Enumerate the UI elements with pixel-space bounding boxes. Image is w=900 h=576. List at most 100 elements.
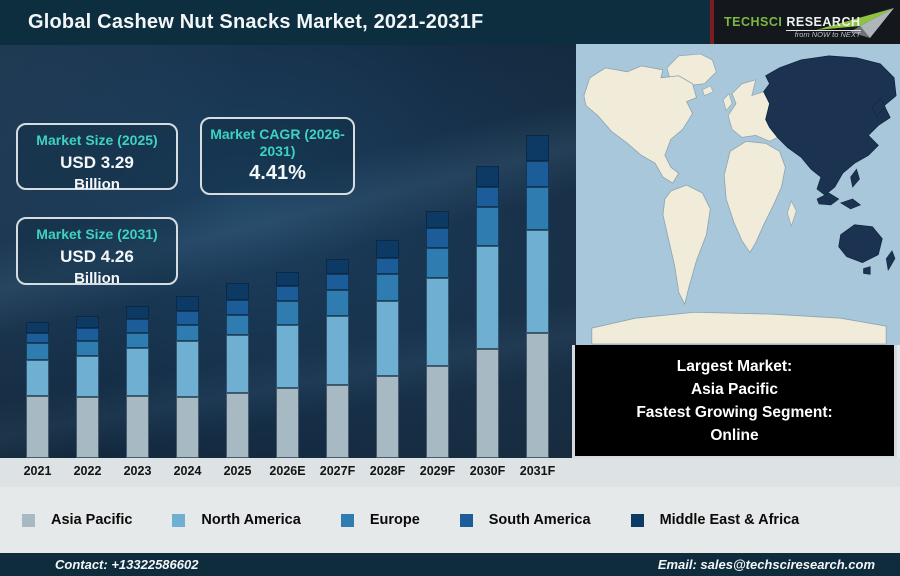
bar-segment-europe — [326, 290, 349, 316]
market-size-2025-box: Market Size (2025) USD 3.29 Billion — [16, 123, 178, 193]
bar-segment-middle-east-africa — [476, 166, 499, 187]
map-region-south-america — [662, 184, 711, 306]
map-region-north-america — [583, 65, 697, 184]
footer-email: Email: sales@techsciresearch.com — [657, 557, 875, 572]
logo-tagline: from NOW to NEXT — [794, 29, 861, 39]
bar-segment-europe — [426, 248, 449, 278]
bar-segment-asia-pacific — [26, 396, 49, 458]
x-axis-label-2024: 2024 — [173, 464, 202, 478]
bar-segment-north-america — [476, 246, 499, 349]
bar-segment-europe — [376, 274, 399, 301]
largest-market-callout: Largest Market: Asia Pacific Fastest Gro… — [572, 345, 897, 458]
legend-label-north-america: North America — [201, 512, 301, 528]
bar-segment-asia-pacific — [326, 385, 349, 458]
map-region-madagascar — [787, 200, 797, 227]
bar-segment-north-america — [76, 356, 99, 397]
map-region-australia-highlight — [838, 224, 883, 263]
bar-segment-south-america — [126, 319, 149, 333]
world-map-svg — [576, 44, 900, 345]
legend-label-europe: Europe — [369, 512, 420, 528]
map-region-tasmania-highlight — [863, 266, 871, 275]
callout-line: Online — [710, 426, 759, 444]
market-size-2025-label: Market Size (2025) — [36, 132, 158, 148]
bar-segment-europe — [526, 187, 549, 230]
map-region-asia-highlight — [763, 55, 897, 196]
bar-segment-south-america — [326, 274, 349, 290]
bar-segment-south-america — [226, 300, 249, 315]
bar-segment-middle-east-africa — [376, 240, 399, 258]
market-size-2025-value: USD 3.29 — [60, 153, 134, 172]
legend-item-north-america: North America — [172, 512, 301, 528]
techsci-logo: TechSci Research from NOW to NEXT — [710, 0, 900, 44]
x-axis-label-2027f: 2027F — [319, 464, 356, 478]
logo-arrow-icon — [816, 8, 894, 38]
chart-background: Market Size (2025) USD 3.29 Billion Mark… — [0, 45, 578, 458]
bar-2029f — [426, 211, 449, 458]
market-cagr-value: 4.41% — [249, 162, 306, 184]
bar-segment-north-america — [376, 301, 399, 376]
callout-line: Fastest Growing Segment: — [636, 403, 833, 421]
bar-segment-europe — [226, 315, 249, 335]
map-region-indonesia-highlight — [816, 192, 840, 206]
bar-2031f — [526, 135, 549, 458]
bar-segment-middle-east-africa — [276, 272, 299, 286]
legend-swatch-middle-east-africa — [630, 513, 644, 527]
x-axis-label-2023: 2023 — [123, 464, 152, 478]
bar-segment-europe — [176, 325, 199, 341]
bar-segment-south-america — [376, 258, 399, 274]
map-region-iceland — [702, 85, 714, 97]
bar-segment-asia-pacific — [526, 333, 549, 458]
legend-swatch-europe — [340, 513, 354, 527]
legend-swatch-asia-pacific — [22, 513, 35, 527]
legend-item-asia-pacific: Asia Pacific — [22, 512, 132, 528]
map-region-antarctica — [591, 311, 887, 345]
bar-segment-asia-pacific — [76, 397, 99, 458]
map-region-uk — [722, 93, 733, 112]
bar-segment-middle-east-africa — [226, 283, 249, 300]
bar-segment-europe — [476, 207, 499, 246]
bar-segment-north-america — [326, 316, 349, 385]
legend-label-middle-east-africa: Middle East & Africa — [659, 512, 800, 528]
bar-segment-north-america — [526, 230, 549, 333]
page-title: Global Cashew Nut Snacks Market, 2021-20… — [28, 11, 484, 33]
bar-segment-asia-pacific — [426, 366, 449, 458]
logo-brand-secondary: Research — [786, 15, 861, 31]
bar-segment-north-america — [426, 278, 449, 366]
map-region-philippines-highlight — [850, 168, 860, 188]
bar-2023 — [126, 306, 149, 458]
bar-segment-north-america — [276, 325, 299, 388]
chart-legend: Asia Pacific North America Europe South Ame… — [0, 487, 900, 553]
bar-segment-south-america — [276, 286, 299, 301]
bar-segment-middle-east-africa — [176, 296, 199, 311]
legend-label-south-america: South America — [488, 512, 591, 528]
bar-2026e — [276, 272, 299, 458]
legend-item-europe: Europe — [340, 512, 420, 528]
bar-segment-south-america — [176, 311, 199, 325]
callout-line: Largest Market: — [676, 357, 793, 375]
bar-segment-europe — [76, 341, 99, 356]
bar-segment-europe — [26, 343, 49, 360]
market-size-2025-unit: Billion — [74, 176, 120, 193]
bar-segment-europe — [126, 333, 149, 348]
bar-2027f — [326, 259, 349, 458]
bar-segment-north-america — [226, 335, 249, 393]
bar-segment-north-america — [176, 341, 199, 397]
market-size-2031-value: USD 4.26 — [60, 247, 134, 266]
legend-swatch-north-america — [172, 513, 186, 527]
x-axis-label-2025: 2025 — [223, 464, 252, 478]
x-axis-label-2028f: 2028F — [369, 464, 406, 478]
bar-2028f — [376, 240, 399, 458]
bar-2024 — [176, 296, 199, 458]
market-cagr-label: Market CAGR (2026-2031) — [210, 126, 345, 159]
bar-segment-asia-pacific — [276, 388, 299, 458]
legend-item-south-america: South America — [459, 512, 591, 528]
x-axis-label-2021: 2021 — [23, 464, 52, 478]
bar-segment-asia-pacific — [476, 349, 499, 458]
bar-segment-south-america — [426, 228, 449, 248]
x-axis-label-2029f: 2029F — [419, 464, 456, 478]
bar-segment-north-america — [26, 360, 49, 396]
bar-2030f — [476, 166, 499, 458]
x-axis-label-2026e: 2026E — [269, 464, 306, 478]
x-axis-label-2031f: 2031F — [519, 464, 556, 478]
bar-segment-middle-east-africa — [426, 211, 449, 228]
